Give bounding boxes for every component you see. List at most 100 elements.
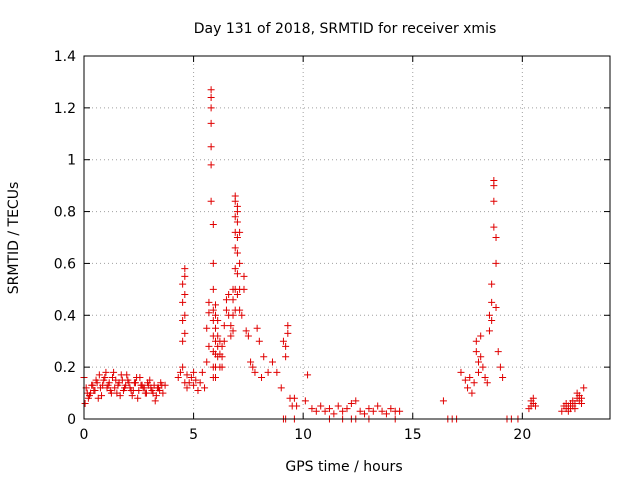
data-point xyxy=(251,368,259,376)
data-point xyxy=(220,337,228,345)
data-point xyxy=(343,405,351,413)
data-point xyxy=(123,371,131,379)
data-point xyxy=(492,234,500,241)
data-point xyxy=(580,384,588,392)
data-point xyxy=(128,392,136,400)
data-point xyxy=(304,371,312,379)
data-point xyxy=(116,392,124,400)
data-point xyxy=(218,363,226,371)
data-point xyxy=(205,342,213,350)
data-point xyxy=(181,265,189,273)
data-point xyxy=(125,379,133,387)
data-point xyxy=(198,368,206,376)
y-tick-label: 0.4 xyxy=(54,308,76,324)
data-point xyxy=(194,386,202,394)
data-point xyxy=(94,394,102,402)
data-point xyxy=(231,213,239,221)
data-point xyxy=(330,410,338,418)
data-point xyxy=(290,394,298,402)
y-tick-label: 0.6 xyxy=(54,256,76,272)
data-point xyxy=(293,402,301,410)
data-point xyxy=(472,337,480,345)
data-point xyxy=(179,363,187,371)
data-point xyxy=(207,93,215,101)
data-point xyxy=(479,363,487,371)
data-point xyxy=(244,332,252,340)
data-point xyxy=(387,405,395,413)
data-point xyxy=(242,327,250,335)
data-point xyxy=(236,259,244,267)
data-point xyxy=(203,324,211,332)
axis-ticks: 0 0.2 0.4 0.6 0.8 1 1.2 1.4 0 5 10 15 20 xyxy=(54,49,610,443)
data-point xyxy=(477,332,485,340)
data-point xyxy=(231,265,239,273)
data-point xyxy=(317,402,325,410)
data-point xyxy=(321,407,329,415)
data-point xyxy=(134,394,142,402)
y-tick-label: 1 xyxy=(67,153,76,169)
data-point xyxy=(179,298,187,306)
data-point xyxy=(88,381,96,389)
data-point xyxy=(268,358,276,366)
data-point xyxy=(214,332,222,340)
data-point xyxy=(529,394,537,402)
data-point xyxy=(102,368,110,376)
data-point xyxy=(396,407,404,415)
data-point xyxy=(96,384,104,392)
data-point xyxy=(488,298,496,306)
data-point xyxy=(190,381,198,389)
data-point xyxy=(220,322,228,330)
data-point xyxy=(531,402,539,410)
data-point xyxy=(365,405,373,413)
data-point xyxy=(238,311,246,319)
data-point xyxy=(369,407,377,415)
data-point xyxy=(464,384,472,392)
data-point xyxy=(490,223,498,231)
data-point xyxy=(209,285,217,293)
data-point xyxy=(142,389,150,397)
data-point xyxy=(231,244,239,252)
data-point xyxy=(282,342,290,350)
data-point xyxy=(472,348,480,356)
data-point xyxy=(196,379,204,387)
y-tick-label: 0.8 xyxy=(54,205,76,221)
data-point xyxy=(470,379,478,387)
data-point xyxy=(457,368,465,376)
chart-title: Day 131 of 2018, SRMTID for receiver xmi… xyxy=(194,21,497,37)
data-point xyxy=(174,374,182,382)
data-point xyxy=(264,368,272,376)
data-point xyxy=(475,358,482,366)
data-point xyxy=(222,296,230,304)
data-point xyxy=(301,397,309,405)
data-point xyxy=(205,309,213,317)
data-point xyxy=(284,329,292,337)
data-point xyxy=(279,337,287,345)
data-point xyxy=(181,291,189,299)
data-point xyxy=(571,399,579,407)
data-point xyxy=(132,379,140,387)
data-point xyxy=(214,316,222,324)
data-point xyxy=(158,381,166,389)
x-tick-label: 15 xyxy=(404,427,422,443)
data-point xyxy=(218,353,226,361)
data-point xyxy=(490,182,498,190)
data-point xyxy=(149,389,157,397)
data-point xyxy=(179,280,187,288)
data-point xyxy=(207,143,215,151)
data-point xyxy=(181,272,189,280)
x-tick-label: 10 xyxy=(294,427,312,443)
data-point xyxy=(483,379,491,387)
data-point xyxy=(225,291,233,299)
data-point xyxy=(249,363,257,371)
data-point xyxy=(190,368,198,376)
data-point xyxy=(468,389,476,397)
y-tick-label: 1.4 xyxy=(54,49,76,65)
data-point xyxy=(229,311,237,319)
data-point xyxy=(179,316,187,324)
data-point xyxy=(83,389,91,397)
data-point xyxy=(496,363,504,371)
data-point xyxy=(253,324,261,332)
data-point xyxy=(339,407,347,415)
